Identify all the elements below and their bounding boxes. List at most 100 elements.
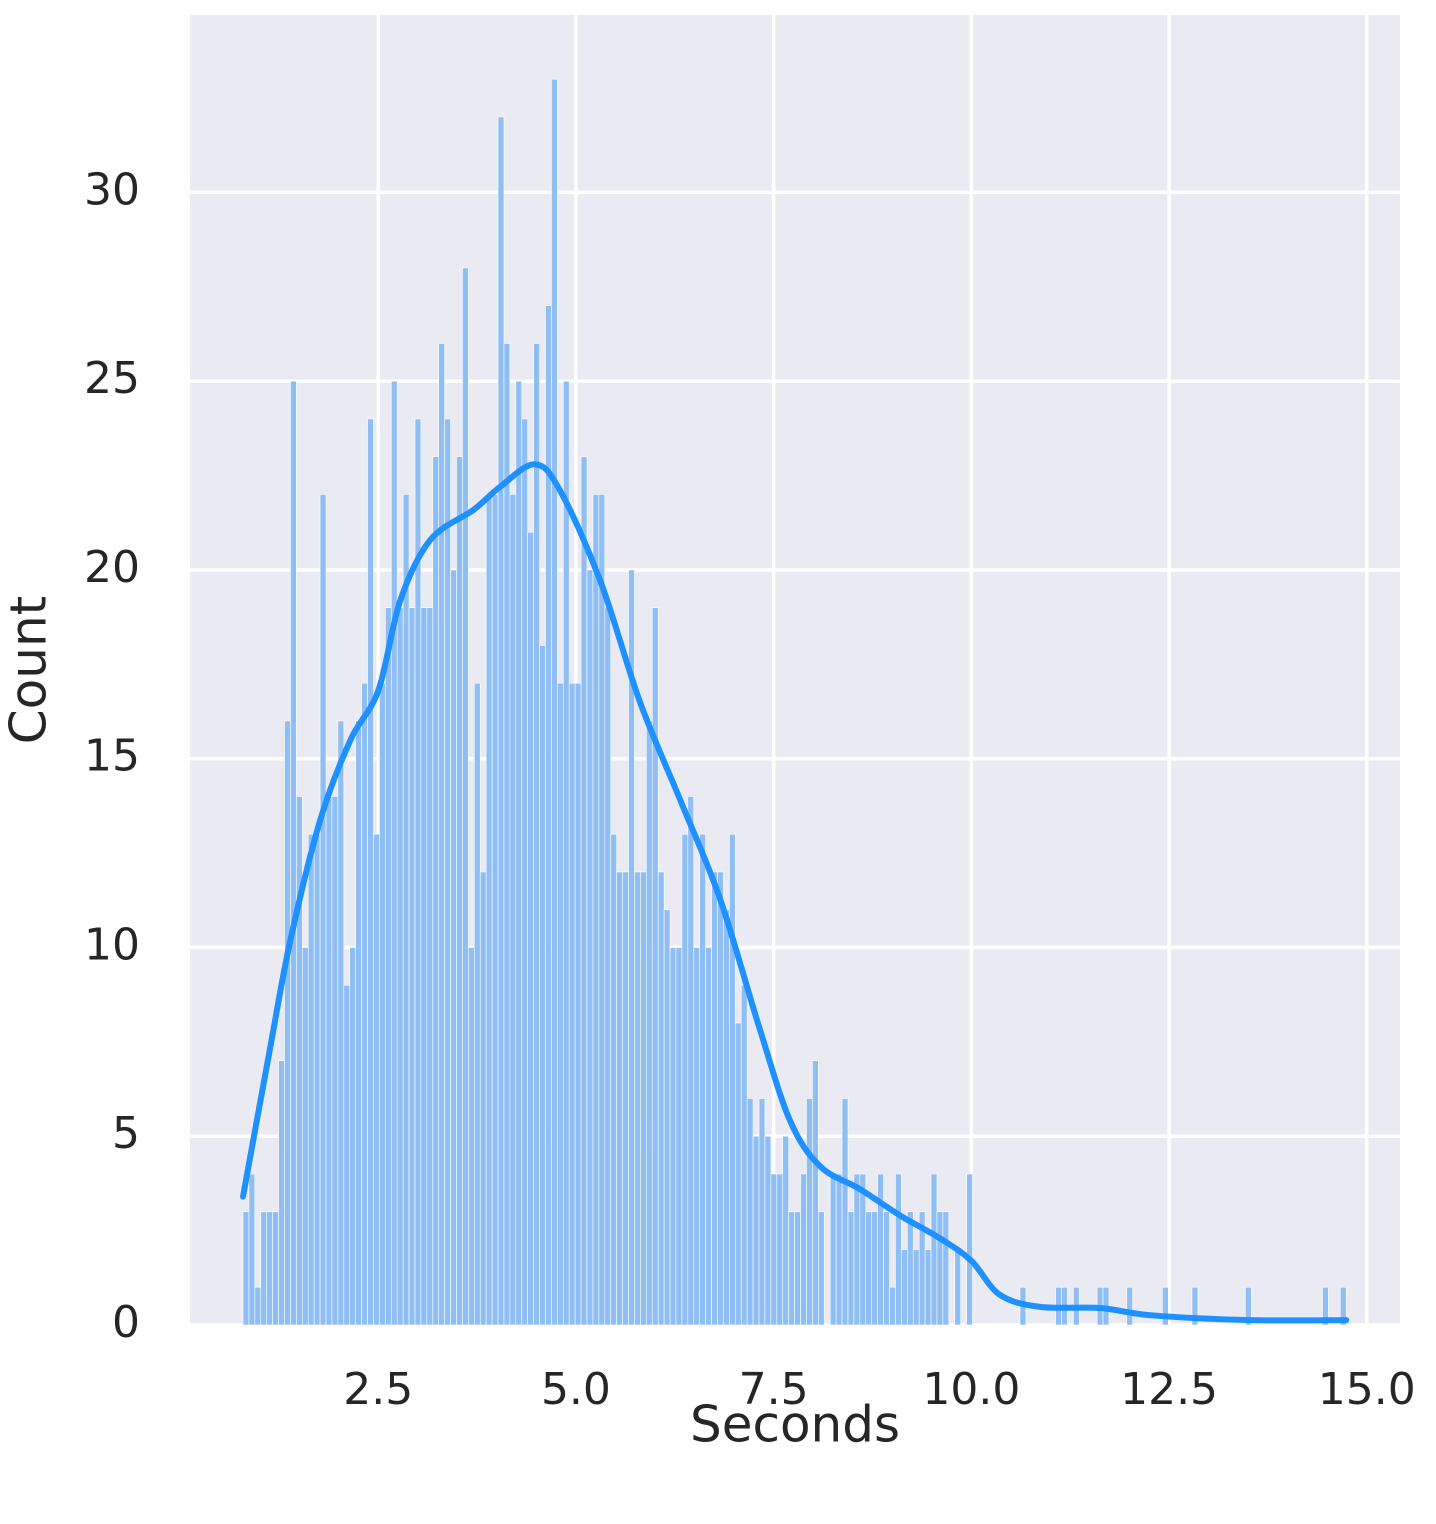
x-tick-label: 10.0 <box>922 1364 1020 1415</box>
bar <box>509 494 517 1326</box>
bar <box>693 947 701 1326</box>
bar <box>646 720 653 1326</box>
bar <box>562 380 570 1326</box>
bar <box>806 1098 813 1326</box>
kde-line <box>239 461 1350 1324</box>
bar <box>877 1173 884 1326</box>
bar <box>539 645 546 1326</box>
bar <box>907 1211 914 1326</box>
bar <box>841 1098 849 1326</box>
bar <box>634 871 641 1326</box>
bar <box>800 1173 807 1326</box>
bar <box>901 1249 908 1326</box>
bar <box>337 720 345 1326</box>
bar <box>474 682 481 1326</box>
x-tick-label: 12.5 <box>1120 1364 1218 1415</box>
bar <box>325 796 333 1326</box>
bar <box>1322 1286 1329 1326</box>
bar <box>284 720 291 1326</box>
y-tick-label: 25 <box>84 353 140 404</box>
bar <box>248 1173 256 1326</box>
y-tick-label: 30 <box>84 164 140 215</box>
bar <box>681 833 689 1326</box>
bar <box>272 1211 279 1326</box>
bar <box>438 343 445 1326</box>
bar <box>290 380 297 1326</box>
bar <box>812 1060 819 1326</box>
bar <box>521 418 528 1326</box>
bar <box>491 494 499 1326</box>
bar <box>313 833 321 1326</box>
bar <box>657 871 665 1326</box>
y-axis-label: Count <box>0 596 58 745</box>
bar <box>966 1173 973 1326</box>
bar <box>883 1211 890 1326</box>
bar <box>895 1173 902 1326</box>
bar <box>622 871 629 1326</box>
bar <box>705 947 712 1326</box>
bar <box>426 607 434 1326</box>
bar <box>1126 1286 1133 1326</box>
bar <box>651 607 659 1326</box>
bar <box>1191 1286 1199 1326</box>
y-tick-label: 5 <box>112 1108 140 1159</box>
bar <box>527 531 534 1326</box>
bar <box>390 380 398 1326</box>
bar <box>859 1173 867 1326</box>
bar <box>266 1211 273 1326</box>
bar <box>764 1135 772 1326</box>
bar <box>699 833 706 1326</box>
bar <box>574 682 582 1326</box>
bar <box>319 494 327 1326</box>
bar <box>954 1249 961 1326</box>
bar <box>367 418 374 1326</box>
y-tick-label: 20 <box>84 542 140 593</box>
bar <box>396 607 404 1326</box>
bar <box>675 947 683 1326</box>
x-tick-label: 15.0 <box>1318 1364 1416 1415</box>
bar <box>734 1022 742 1326</box>
bar <box>711 871 718 1326</box>
bar <box>444 418 451 1326</box>
bar <box>853 1173 861 1326</box>
x-axis-label: Seconds <box>690 1396 900 1454</box>
bar <box>847 1211 855 1326</box>
lines <box>239 461 1350 1324</box>
bar <box>598 494 606 1326</box>
bar <box>889 1286 896 1326</box>
x-tick-label: 5.0 <box>541 1364 611 1415</box>
bar <box>663 909 671 1326</box>
bar <box>302 947 309 1326</box>
bar <box>456 456 463 1326</box>
bar <box>770 1173 778 1326</box>
bar <box>355 720 362 1326</box>
bar <box>740 984 748 1326</box>
bar <box>912 1249 920 1326</box>
bar <box>503 343 511 1326</box>
bar <box>930 1173 938 1326</box>
bar <box>829 1173 837 1326</box>
bar <box>669 947 677 1326</box>
bar <box>432 456 440 1326</box>
bar <box>373 833 380 1326</box>
bar <box>278 1060 285 1326</box>
bar <box>782 1135 789 1326</box>
y-tick-label: 10 <box>84 919 140 970</box>
bar <box>835 1173 843 1326</box>
bar <box>610 833 617 1326</box>
y-tick-label: 15 <box>84 731 140 782</box>
bar <box>479 871 487 1326</box>
bar <box>497 116 505 1326</box>
bar <box>361 682 368 1326</box>
bar <box>776 1173 784 1326</box>
bar <box>242 1211 250 1326</box>
bar <box>515 380 523 1326</box>
bar <box>551 78 558 1326</box>
bar <box>924 1249 932 1326</box>
bar <box>420 607 428 1326</box>
bar <box>746 1098 754 1326</box>
bar <box>580 456 588 1326</box>
bar <box>331 796 339 1326</box>
